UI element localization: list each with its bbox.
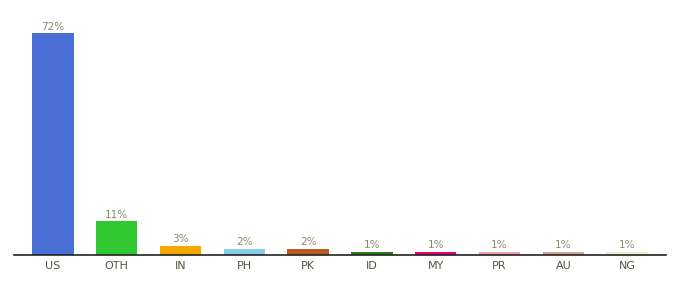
Text: 11%: 11% [105,210,129,220]
Bar [543,252,584,255]
Text: 1%: 1% [428,240,444,250]
Text: 2%: 2% [236,237,252,247]
Text: 1%: 1% [491,240,508,250]
Text: 3%: 3% [172,234,189,244]
Bar [351,252,392,255]
Bar [607,252,648,255]
Bar [96,221,137,255]
Text: 2%: 2% [300,237,316,247]
Bar [160,246,201,255]
Bar [288,249,329,255]
Bar [479,252,520,255]
Text: 1%: 1% [555,240,572,250]
Bar [415,252,456,255]
Text: 1%: 1% [619,240,635,250]
Text: 1%: 1% [364,240,380,250]
Bar [32,34,73,255]
Text: 72%: 72% [41,22,65,32]
Bar [224,249,265,255]
